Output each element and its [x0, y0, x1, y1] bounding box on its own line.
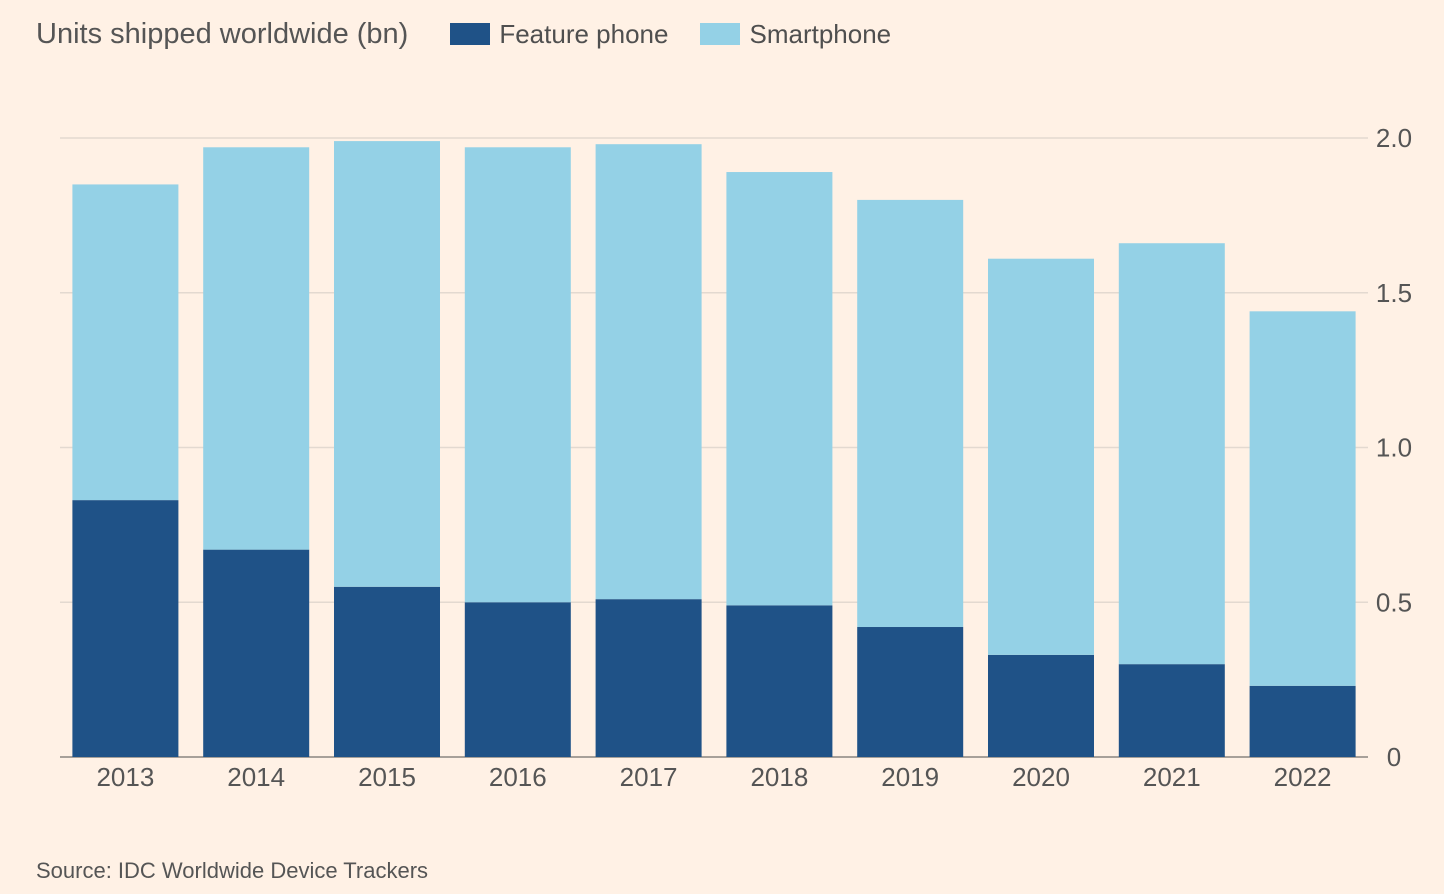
legend-swatch-smartphone [700, 23, 741, 45]
bar-feature-phone-2015 [334, 586, 440, 757]
x-tick-label: 2016 [489, 762, 547, 792]
bar-smartphone-2022 [1249, 311, 1356, 686]
legend-label-smartphone: Smartphone [749, 18, 892, 49]
x-tick-label: 2018 [750, 762, 808, 792]
legend-swatch-feature-phone [450, 23, 491, 45]
legend-label-feature-phone: Feature phone [499, 18, 669, 49]
legend-item-smartphone: Smartphone [700, 19, 891, 50]
x-tick-label: 2020 [1012, 762, 1070, 792]
x-tick-label: 2019 [881, 762, 939, 792]
bar-feature-phone-2017 [595, 599, 702, 757]
bar-feature-phone-2016 [464, 602, 571, 757]
x-axis-labels: 2013 2014 2015 2016 2017 2018 2019 2020 2021 2022 [96, 762, 1331, 792]
x-tick-label: 2014 [227, 762, 285, 792]
bar-smartphone-2016 [464, 147, 571, 603]
source-note: Source: IDC Worldwide Device Trackers [36, 858, 429, 883]
legend-item-feature-phone: Feature phone [450, 19, 668, 50]
bar-feature-phone-2022 [1249, 685, 1356, 757]
bar-feature-phone-2014 [203, 549, 310, 757]
x-tick-label: 2017 [620, 762, 678, 792]
x-tick-label: 2013 [96, 762, 154, 792]
y-tick-label: 1.5 [1376, 278, 1412, 308]
chart-title: Units shipped worldwide (bn) [36, 17, 409, 50]
chart-header: Units shipped worldwide (bn) Feature pho… [36, 14, 923, 54]
x-tick-label: 2021 [1143, 762, 1201, 792]
bar-smartphone-2020 [988, 258, 1094, 655]
x-tick-label: 2022 [1274, 762, 1332, 792]
y-tick-label: 1.0 [1376, 433, 1412, 463]
bar-smartphone-2021 [1118, 243, 1225, 665]
bar-smartphone-2015 [334, 141, 440, 587]
y-tick-label: 0 [1387, 742, 1401, 772]
bar-feature-phone-2020 [988, 654, 1094, 757]
y-tick-label: 2.0 [1376, 123, 1412, 153]
bar-feature-phone-2019 [857, 627, 964, 757]
legend: Feature phone Smartphone [450, 19, 923, 50]
bar-smartphone-2019 [857, 199, 964, 628]
y-axis-labels: 0 0.5 1.0 1.5 2.0 [1376, 123, 1412, 772]
y-tick-label: 0.5 [1376, 587, 1412, 617]
bar-feature-phone-2018 [726, 605, 833, 757]
bar-feature-phone-2013 [72, 500, 179, 757]
x-tick-label: 2015 [358, 762, 416, 792]
bars [72, 141, 1356, 757]
bar-smartphone-2013 [72, 184, 179, 501]
bar-feature-phone-2021 [1118, 664, 1225, 757]
bar-smartphone-2018 [726, 172, 833, 606]
bar-smartphone-2014 [203, 147, 310, 550]
bar-smartphone-2017 [595, 144, 702, 600]
